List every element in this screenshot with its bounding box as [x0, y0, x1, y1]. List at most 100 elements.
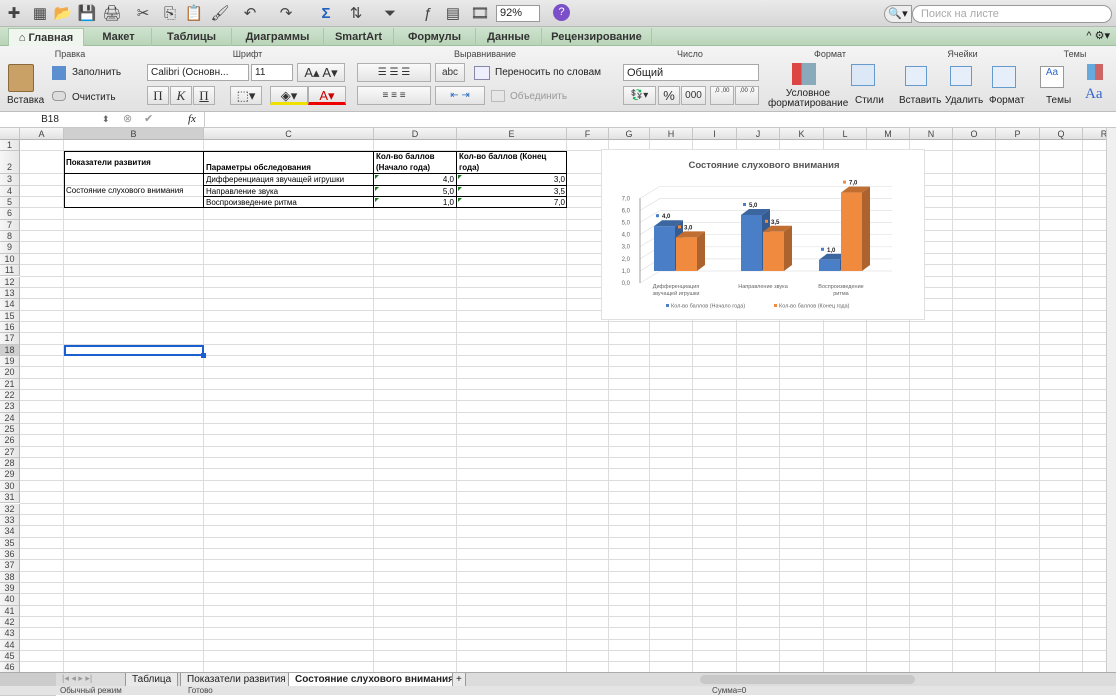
column-header-E[interactable]: E [457, 128, 567, 140]
row-header-13[interactable]: 13 [0, 287, 20, 300]
column-header-J[interactable]: J [737, 128, 780, 140]
row-header-18[interactable]: 18 [0, 344, 20, 356]
row-header-39[interactable]: 39 [0, 582, 20, 595]
horizontal-scrollbar[interactable] [700, 675, 915, 684]
copy-icon[interactable]: ⎘ [163, 5, 176, 22]
row-header-38[interactable]: 38 [0, 571, 20, 583]
media-icon[interactable]: 🎞 [470, 5, 490, 22]
sheet-tab-1[interactable]: Показатели развития [180, 673, 293, 687]
cell-end-score[interactable]: 7,0 [457, 197, 567, 209]
row-header-16[interactable]: 16 [0, 321, 20, 334]
row-header-12[interactable]: 12 [0, 276, 20, 288]
tab-3[interactable]: Диаграммы [232, 28, 324, 46]
fonts-button[interactable]: Aa [1085, 86, 1103, 102]
row-header-35[interactable]: 35 [0, 537, 20, 549]
help-icon[interactable]: ? [553, 4, 570, 21]
column-header-C[interactable]: C [204, 128, 374, 140]
delete-cells-button[interactable]: Удалить [945, 95, 984, 106]
borders-button[interactable]: ⬚▾ [230, 86, 262, 105]
orientation-button[interactable]: abc [435, 63, 465, 82]
row-header-23[interactable]: 23 [0, 401, 20, 413]
search-options-icon[interactable]: 🔍▾ [884, 5, 912, 23]
row-header-46[interactable]: 46 [0, 662, 20, 672]
column-header-D[interactable]: D [374, 128, 457, 140]
name-box-stepper[interactable]: ⬍ [102, 114, 110, 124]
name-box[interactable]: B18 [41, 114, 59, 125]
print-icon[interactable]: 🖨 [102, 5, 122, 22]
tab-6[interactable]: Данные [476, 28, 542, 46]
row-header-40[interactable]: 40 [0, 594, 20, 606]
paste-icon[interactable] [8, 64, 34, 92]
row-header-25[interactable]: 25 [0, 424, 20, 436]
format-cells-button[interactable]: Формат [989, 95, 1025, 106]
row-header-2[interactable]: 2 [0, 151, 20, 175]
row-header-19[interactable]: 19 [0, 355, 20, 368]
row-header-32[interactable]: 32 [0, 503, 20, 515]
cell-start-score[interactable]: 4,0 [374, 174, 457, 186]
cancel-icon[interactable]: ⊗ [123, 113, 133, 125]
number-format-select[interactable]: Общий [623, 64, 759, 81]
tab-4[interactable]: SmartArt [324, 28, 394, 46]
indent-buttons[interactable]: ⇤ ⇥ [435, 86, 485, 105]
paste-icon[interactable]: 📋 [184, 5, 204, 22]
zoom-select[interactable]: 92% [496, 5, 540, 22]
row-header-4[interactable]: 4 [0, 185, 20, 198]
sheet-tab-2[interactable]: Состояние слухового внимания [288, 673, 461, 687]
row-header-27[interactable]: 27 [0, 446, 20, 459]
row-header-1[interactable]: 1 [0, 140, 20, 152]
conditional-formatting-button[interactable]: Условное форматирование [768, 88, 849, 109]
column-header-K[interactable]: K [780, 128, 824, 140]
colors-icon[interactable] [1087, 64, 1103, 80]
row-header-22[interactable]: 22 [0, 390, 20, 402]
insert-cells-button[interactable]: Вставить [899, 95, 942, 106]
row-header-20[interactable]: 20 [0, 367, 20, 379]
cell-parameter[interactable]: Дифференциация звучащей игрушки [204, 174, 374, 186]
gallery-icon[interactable]: ▦ [32, 5, 48, 22]
cell-end-score[interactable]: 3,5 [457, 186, 567, 198]
sort-icon[interactable]: ⇅ [349, 5, 363, 22]
tab-1[interactable]: Макет [86, 28, 152, 46]
tab-5[interactable]: Формулы [394, 28, 476, 46]
horizontal-align-buttons[interactable]: ≡ ≡ ≡ [357, 86, 431, 105]
cell-indicator[interactable]: Состояние слухового внимания [64, 174, 204, 209]
chart[interactable]: Состояние слухового внимания 0,0 1,0 2,0 3,0… [601, 149, 925, 320]
column-header-A[interactable]: A [20, 128, 64, 140]
column-header-M[interactable]: M [867, 128, 910, 140]
row-header-26[interactable]: 26 [0, 435, 20, 447]
row-header-21[interactable]: 21 [0, 378, 20, 390]
format-painter-icon[interactable]: 🖌 [210, 5, 230, 22]
fill-button[interactable]: Заполнить [72, 67, 122, 78]
row-header-14[interactable]: 14 [0, 299, 20, 311]
filter-icon[interactable]: ⏷ [383, 5, 396, 22]
row-header-9[interactable]: 9 [0, 242, 20, 254]
row-header-15[interactable]: 15 [0, 310, 20, 322]
row-header-30[interactable]: 30 [0, 480, 20, 493]
font-grow-shrink-buttons[interactable]: A▴ A▾ [297, 63, 345, 82]
font-size-select[interactable]: 11 [251, 64, 293, 81]
cell-start-score[interactable]: 5,0 [374, 185, 457, 198]
open-icon[interactable]: 📂 [53, 5, 73, 22]
row-header-11[interactable]: 11 [0, 265, 20, 277]
column-header-B[interactable]: B [64, 128, 204, 140]
thousands-button[interactable]: 000 [681, 86, 706, 105]
enter-icon[interactable]: ✔ [144, 113, 154, 125]
status-sum[interactable]: Сумма=0 [712, 686, 747, 695]
merge-button[interactable]: Объединить [510, 91, 568, 102]
row-header-29[interactable]: 29 [0, 469, 20, 481]
save-icon[interactable]: 💾 [77, 5, 97, 22]
column-header-H[interactable]: H [650, 128, 693, 140]
paste-button[interactable]: Вставка [7, 95, 45, 106]
row-header-31[interactable]: 31 [0, 492, 20, 504]
row-header-42[interactable]: 42 [0, 617, 20, 629]
row-header-7[interactable]: 7 [0, 219, 20, 232]
selected-cell-B18[interactable] [64, 344, 204, 356]
tab-2[interactable]: Таблицы [152, 28, 232, 46]
sheet-nav-arrows[interactable]: |◂ ◂ ▸ ▸| [62, 673, 93, 683]
tab-7[interactable]: Рецензирование [542, 28, 652, 46]
search-input[interactable]: Поиск на листе [912, 5, 1112, 23]
font-name-select[interactable]: Calibri (Основн... [147, 64, 249, 81]
fill-color-button[interactable]: ◈▾ [270, 86, 308, 105]
increase-decimal-button[interactable]: ,0 ,00 [710, 86, 734, 105]
column-header-O[interactable]: O [953, 128, 996, 140]
row-header-45[interactable]: 45 [0, 651, 20, 663]
